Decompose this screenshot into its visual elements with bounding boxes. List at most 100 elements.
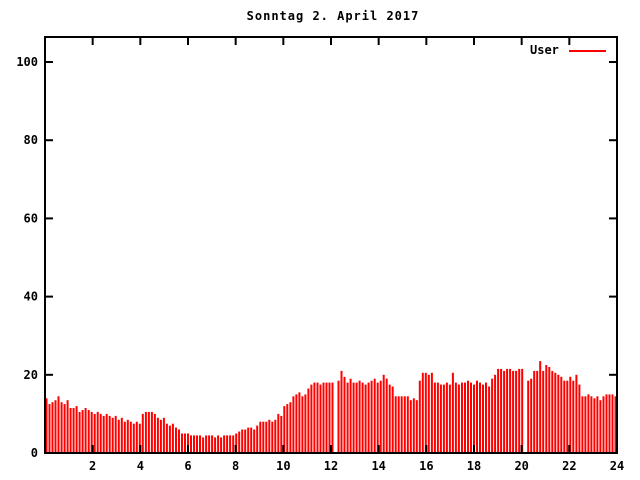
impulse-bar bbox=[102, 415, 105, 453]
impulse-bar bbox=[129, 421, 132, 453]
impulse-bar bbox=[156, 417, 159, 453]
impulse-bar bbox=[105, 413, 108, 453]
impulse-bar bbox=[138, 423, 141, 453]
impulse-bar bbox=[325, 382, 328, 453]
impulse-bar bbox=[494, 374, 497, 453]
impulse-bar bbox=[418, 380, 421, 453]
impulse-bar bbox=[590, 396, 593, 453]
impulse-bar bbox=[307, 388, 310, 453]
impulse-bar bbox=[193, 435, 195, 453]
impulse-bar bbox=[292, 396, 295, 453]
impulse-bar bbox=[144, 411, 147, 453]
impulse-bar bbox=[111, 417, 114, 453]
impulse-bar bbox=[424, 372, 427, 453]
impulse-bar bbox=[184, 433, 186, 453]
impulse-bar bbox=[439, 384, 442, 453]
impulse-bar bbox=[587, 394, 590, 453]
impulse-bar bbox=[436, 382, 439, 453]
impulse-bar bbox=[81, 410, 84, 453]
impulse-bar bbox=[217, 435, 220, 453]
x-tick-label: 16 bbox=[419, 459, 433, 473]
impulse-bar bbox=[596, 396, 599, 453]
x-tick-label: 24 bbox=[610, 459, 624, 473]
impulse-bar bbox=[397, 396, 400, 453]
impulse-bar bbox=[147, 411, 150, 453]
impulse-bar bbox=[358, 380, 361, 453]
impulse-bar bbox=[181, 433, 183, 453]
impulse-bar bbox=[199, 435, 201, 453]
impulse-bar bbox=[385, 378, 388, 453]
impulse-bar bbox=[159, 419, 162, 453]
impulse-bar bbox=[464, 382, 466, 453]
impulse-bar bbox=[388, 384, 391, 453]
impulse-bar bbox=[265, 421, 268, 453]
impulse-bar bbox=[560, 376, 563, 453]
impulse-bar bbox=[575, 374, 578, 453]
impulse-bar bbox=[226, 435, 229, 453]
impulse-bar bbox=[196, 435, 198, 453]
impulse-bar bbox=[602, 396, 605, 453]
impulse-bar bbox=[69, 408, 72, 453]
impulse-bar bbox=[605, 394, 608, 453]
y-tick-label: 20 bbox=[24, 368, 38, 382]
impulse-bar bbox=[421, 372, 424, 453]
impulse-bar bbox=[509, 368, 512, 453]
legend-line-sample bbox=[569, 50, 606, 52]
impulse-bar bbox=[457, 384, 460, 453]
impulse-bar bbox=[473, 384, 475, 453]
impulse-bar bbox=[165, 423, 168, 453]
impulse-bar bbox=[175, 427, 177, 453]
impulse-bar bbox=[87, 410, 90, 453]
impulse-bar bbox=[485, 382, 487, 453]
impulse-bar bbox=[379, 380, 382, 453]
chart-title: Sonntag 2. April 2017 bbox=[246, 9, 420, 23]
impulse-bar bbox=[99, 413, 102, 453]
impulse-bar bbox=[442, 384, 445, 453]
impulse-bar bbox=[135, 421, 138, 453]
impulse-bar bbox=[78, 411, 81, 453]
x-tick-label: 2 bbox=[89, 459, 96, 473]
impulse-bar bbox=[500, 368, 503, 453]
impulse-bar bbox=[581, 396, 584, 453]
impulse-bar bbox=[454, 382, 457, 453]
impulse-bar bbox=[349, 378, 352, 453]
impulse-bar bbox=[488, 386, 491, 453]
legend-label: User bbox=[530, 43, 559, 57]
impulse-bar bbox=[178, 429, 180, 453]
impulse-bar bbox=[448, 384, 451, 453]
impulse-bar bbox=[208, 435, 211, 453]
impulse-bar bbox=[117, 419, 120, 453]
impulse-bar bbox=[545, 365, 548, 453]
impulse-bar bbox=[274, 419, 277, 453]
impulse-bar bbox=[241, 429, 244, 453]
impulse-bar bbox=[364, 384, 367, 453]
impulse-bar bbox=[283, 406, 286, 453]
impulse-bar bbox=[63, 404, 66, 453]
impulse-bar bbox=[566, 380, 569, 453]
impulse-bar bbox=[220, 437, 223, 453]
impulse-bar bbox=[491, 378, 494, 453]
impulse-bar bbox=[340, 370, 343, 453]
impulse-bar bbox=[96, 411, 99, 453]
impulse-bar bbox=[90, 411, 93, 453]
impulse-bar bbox=[572, 380, 575, 453]
impulse-bar bbox=[367, 382, 370, 453]
y-tick-label: 100 bbox=[16, 55, 38, 69]
impulse-bar bbox=[310, 384, 313, 453]
impulse-bar bbox=[72, 408, 75, 453]
impulse-bar bbox=[584, 396, 587, 453]
impulse-bar bbox=[253, 429, 256, 453]
impulse-bar bbox=[223, 435, 226, 453]
y-tick-label: 60 bbox=[24, 211, 38, 225]
impulse-bar bbox=[557, 374, 560, 453]
impulse-bar bbox=[280, 415, 283, 453]
impulse-bar bbox=[467, 380, 469, 453]
impulse-bar bbox=[554, 372, 557, 453]
impulse-bar bbox=[482, 384, 484, 453]
y-tick-label: 80 bbox=[24, 133, 38, 147]
impulse-bar bbox=[430, 372, 433, 453]
impulse-bar bbox=[313, 382, 316, 453]
impulse-bar bbox=[515, 370, 518, 453]
impulse-bar bbox=[376, 382, 379, 453]
impulse-bar bbox=[331, 382, 334, 453]
